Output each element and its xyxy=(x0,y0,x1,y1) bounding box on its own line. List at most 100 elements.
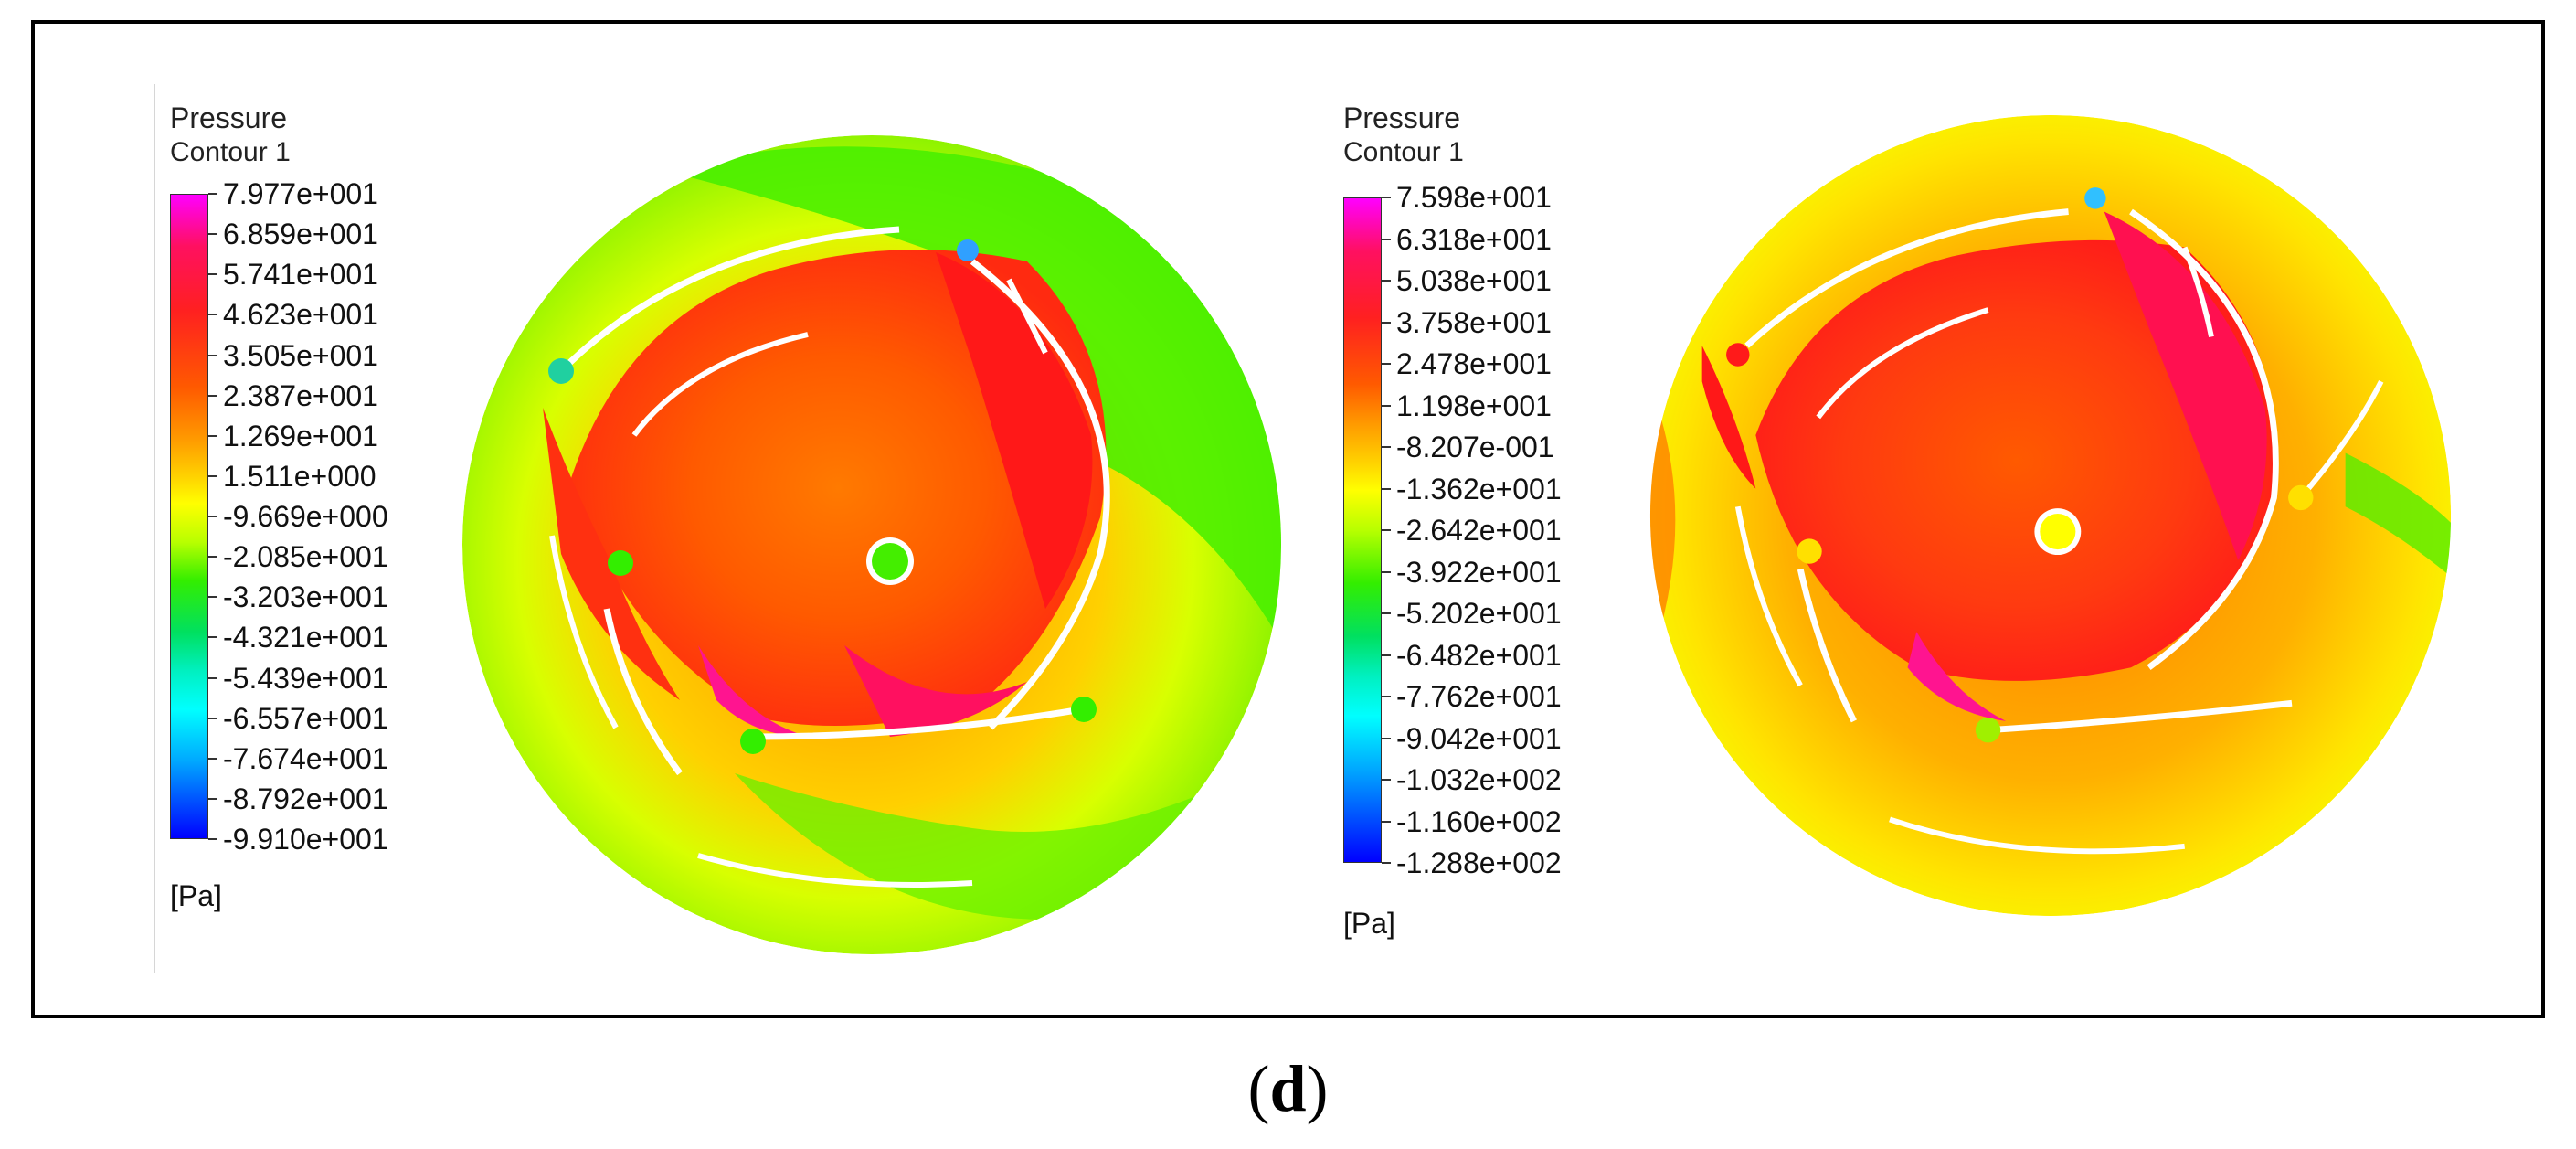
color-bar xyxy=(170,194,208,839)
impeller-blade xyxy=(2129,208,2279,670)
legend-tick-mark xyxy=(208,596,217,599)
legend-tick-label: 7.598e+001 xyxy=(1396,181,1552,214)
blade-tip xyxy=(1071,697,1097,722)
legend-tick-mark xyxy=(208,273,217,276)
legend-tick-label: -9.669e+000 xyxy=(223,500,388,533)
impeller-blade xyxy=(1744,208,2069,348)
legend-tick-label: -2.085e+001 xyxy=(223,540,388,574)
legend-tick-mark xyxy=(1382,696,1391,697)
pressure-contour-left xyxy=(462,135,1281,954)
legend-tick-mark xyxy=(1382,654,1391,656)
legend-tick-label: -2.642e+001 xyxy=(1396,514,1562,547)
impeller-blade xyxy=(558,226,900,374)
legend-tick-label: -9.910e+001 xyxy=(223,823,388,856)
blade-tip xyxy=(548,358,574,384)
impeller-blade xyxy=(1988,699,2293,734)
legend-tick-mark xyxy=(208,636,217,639)
impeller-core xyxy=(570,250,1107,727)
legend-tick-mark xyxy=(208,314,217,316)
legend-tick-label: 4.623e+001 xyxy=(223,298,378,332)
legend-tick-label: 2.478e+001 xyxy=(1396,347,1552,380)
legend-tick-label: 5.741e+001 xyxy=(223,258,378,292)
blade-tip xyxy=(608,550,633,576)
legend-subtitle: Contour 1 xyxy=(170,137,291,167)
legend-tick-label: -1.160e+002 xyxy=(1396,804,1562,838)
legend-tick-label: 1.511e+000 xyxy=(223,459,376,493)
legend-subtitle: Contour 1 xyxy=(1343,137,1464,167)
low-pressure-zone xyxy=(2345,452,2452,579)
legend-tick-label: -6.557e+001 xyxy=(223,701,388,735)
legend-tick-mark xyxy=(208,394,217,397)
legend-tick-label: -1.288e+002 xyxy=(1396,846,1562,879)
impeller-blade xyxy=(603,608,683,776)
legend-tick-mark xyxy=(1382,238,1391,240)
low-pressure-zone xyxy=(662,146,1281,645)
high-pressure-zone xyxy=(1701,346,1756,489)
legend-tick-mark xyxy=(208,434,217,437)
legend-tick-mark xyxy=(208,838,217,840)
blade-tip xyxy=(2288,484,2314,511)
legend-tick-label: 3.505e+001 xyxy=(223,338,378,372)
blade-tip xyxy=(1797,538,1822,564)
legend-tick-label: -3.922e+001 xyxy=(1396,555,1562,589)
impeller-blade xyxy=(970,259,1110,730)
blade-tip xyxy=(957,239,979,261)
high-pressure-zone xyxy=(543,408,680,700)
figure-letter: d xyxy=(1269,1052,1307,1125)
hub-center xyxy=(2040,514,2076,550)
legend-tick-label: 2.387e+001 xyxy=(223,378,378,412)
impeller-blade xyxy=(631,332,809,437)
legend-tick-label: 1.269e+001 xyxy=(223,419,378,452)
legend-tick-mark xyxy=(208,474,217,477)
legend-tick-mark xyxy=(1382,280,1391,282)
legend-tick-mark xyxy=(1382,404,1391,407)
legend-tick-mark xyxy=(1382,862,1391,864)
high-pressure-zone xyxy=(1907,632,2007,721)
impeller-blade xyxy=(1797,568,1857,723)
figure-label: (d) xyxy=(1247,1052,1329,1125)
legend-tick-mark xyxy=(1382,446,1391,448)
legend-tick-mark xyxy=(1382,363,1391,365)
legend-tick-mark xyxy=(1382,321,1391,324)
legend-tick-label: -3.203e+001 xyxy=(223,580,388,614)
legend-tick-mark xyxy=(1382,570,1391,573)
legend-tick-mark xyxy=(208,717,217,719)
legend-unit: [Pa] xyxy=(170,879,222,912)
legend-tick-label: -7.762e+001 xyxy=(1396,680,1562,713)
impeller-blade xyxy=(549,535,619,729)
impeller-blade xyxy=(2181,246,2214,338)
color-bar xyxy=(1343,197,1382,863)
impeller-blade xyxy=(2298,380,2384,500)
blade-tip xyxy=(1726,343,1750,367)
figure-frame: Pressure Contour 1 7.977e+001 6.859e+001 5… xyxy=(31,20,2545,1018)
pressure-contour-right xyxy=(1649,114,2452,917)
legend-tick-mark xyxy=(208,516,217,517)
high-pressure-zone xyxy=(844,645,1027,737)
legend-tick-label: 6.859e+001 xyxy=(223,218,378,251)
impeller-blade xyxy=(1816,307,1989,420)
legend-tick-label: -8.207e-001 xyxy=(1396,431,1554,463)
legend-tick-label: -1.362e+001 xyxy=(1396,472,1562,505)
high-pressure-zone xyxy=(698,645,808,737)
legend-tick-mark xyxy=(1382,487,1391,490)
legend-tick-mark xyxy=(1382,197,1391,198)
legend-tick-mark xyxy=(208,354,217,356)
legend-tick-mark xyxy=(208,757,217,760)
high-pressure-zone xyxy=(936,252,1093,609)
legend-unit: [Pa] xyxy=(1343,907,1395,940)
blade-tip xyxy=(1975,717,2001,743)
legend-tick-mark xyxy=(208,676,217,679)
impeller-blade xyxy=(1734,505,1803,687)
legend-tick-mark xyxy=(208,797,217,800)
legend-tick-label: -8.792e+001 xyxy=(223,782,388,815)
impeller-blade xyxy=(1006,278,1048,355)
blade-tip xyxy=(740,729,766,754)
high-pressure-zone xyxy=(2104,211,2267,560)
legend-tick-mark xyxy=(1382,612,1391,614)
legend-tick-label: -5.439e+001 xyxy=(223,661,388,695)
blade-tip xyxy=(2084,187,2106,209)
impeller-blade xyxy=(697,853,973,888)
legend-tick-label: -1.032e+002 xyxy=(1396,763,1562,796)
legend-tick-label: 1.198e+001 xyxy=(1396,388,1552,422)
legend-tick-mark xyxy=(1382,779,1391,781)
